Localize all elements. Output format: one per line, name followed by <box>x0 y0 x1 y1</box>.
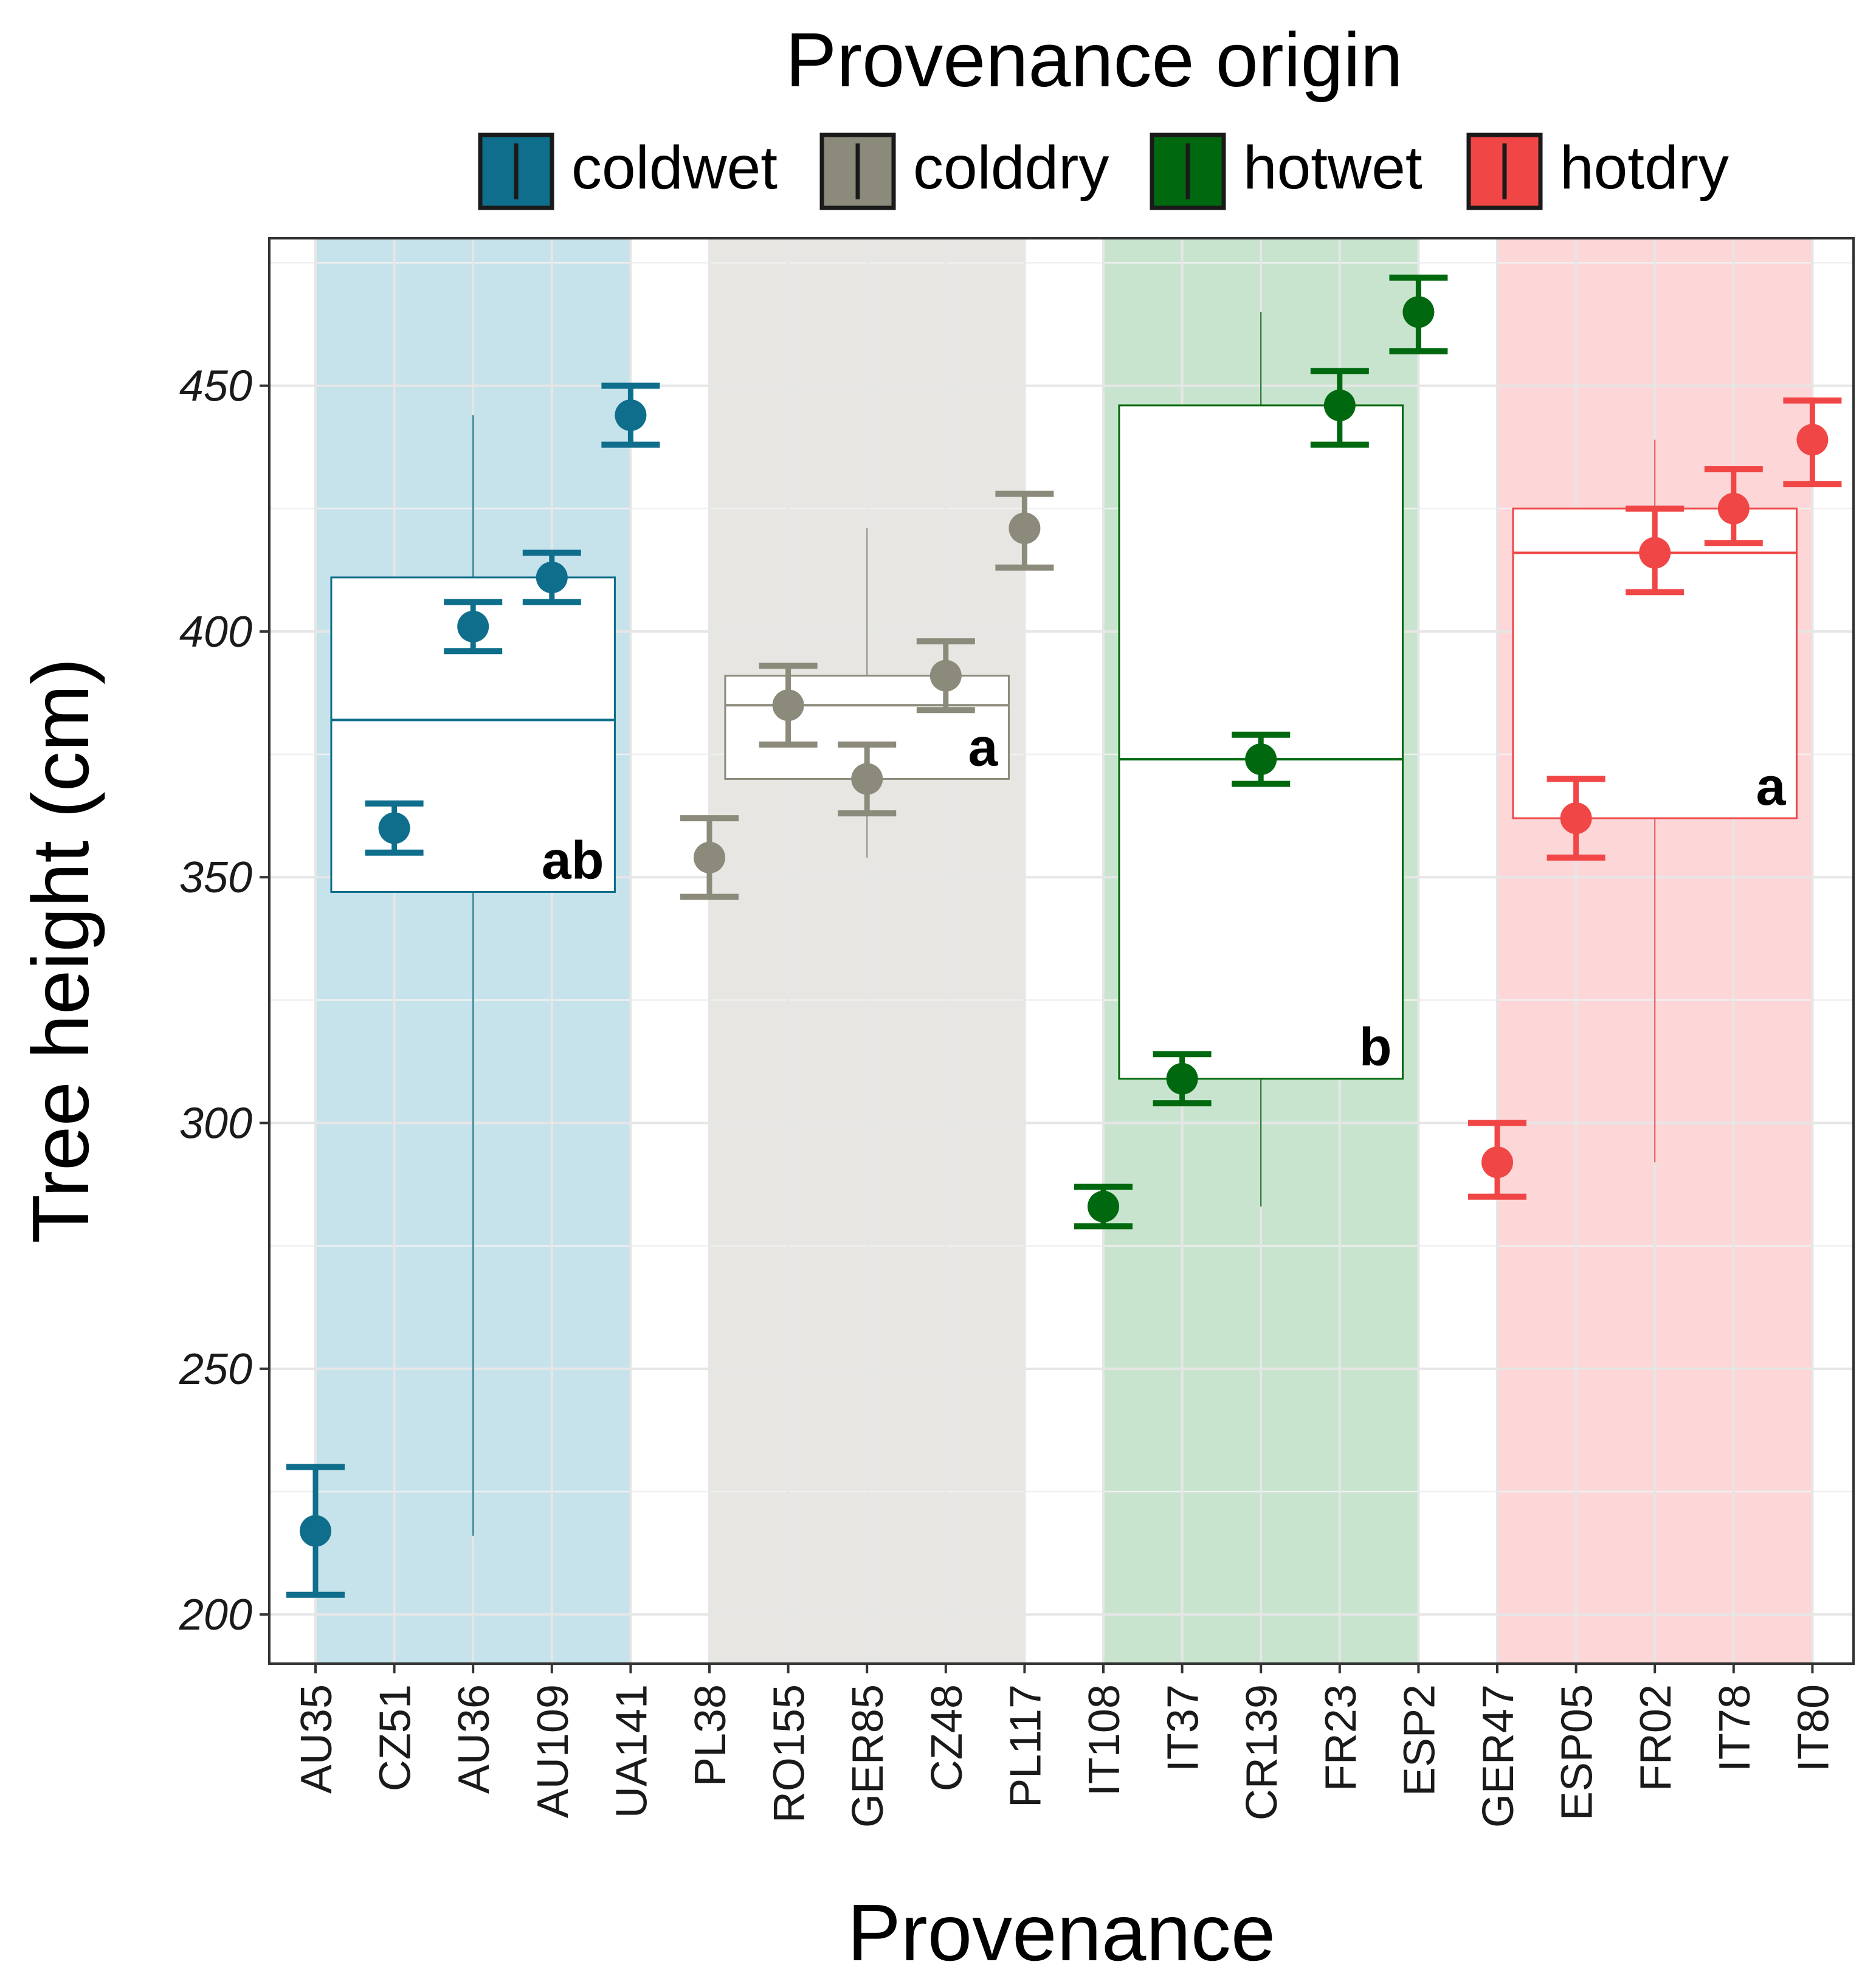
x-tick-label-GER85: GER85 <box>844 1684 892 1828</box>
point-FR23 <box>1310 368 1369 448</box>
mean-point <box>615 399 647 432</box>
point-IT37 <box>1153 1051 1212 1107</box>
point-ESP2 <box>1389 274 1448 354</box>
data-points <box>286 274 1842 1598</box>
legend-entries: coldwet colddry hotwet hotdry <box>478 133 1729 210</box>
mean-point <box>1088 1190 1119 1222</box>
y-axis-title: Tree height (cm) <box>16 658 105 1243</box>
x-tick-label-FR23: FR23 <box>1317 1684 1365 1791</box>
x-tick-label-CZ48: CZ48 <box>923 1684 971 1791</box>
legend: Provenance origin coldwet colddry hotwet ho… <box>478 17 1729 210</box>
mean-point <box>929 659 962 692</box>
legend-entry-hotdry: hotdry <box>1466 133 1729 210</box>
point-AU109 <box>522 549 581 605</box>
mean-point <box>1717 492 1750 525</box>
y-tick-label-350: 350 <box>179 853 252 902</box>
mean-point <box>1402 296 1435 328</box>
group-bands <box>269 238 1854 1664</box>
x-tick-label-PL38: PL38 <box>686 1684 735 1786</box>
point-PL117 <box>995 491 1054 571</box>
x-tick-label-IT37: IT37 <box>1159 1684 1208 1772</box>
point-AU36 <box>444 599 503 655</box>
group-letter-hotwet: b <box>1359 1017 1392 1077</box>
mean-point <box>300 1515 331 1547</box>
point-RO155 <box>759 663 818 748</box>
point-ESP05 <box>1547 776 1605 861</box>
point-UA141 <box>601 382 660 448</box>
point-IT80 <box>1783 397 1842 487</box>
legend-entry-hotwet: hotwet <box>1150 133 1423 210</box>
point-CR139 <box>1232 731 1291 787</box>
x-tick-label-ESP05: ESP05 <box>1553 1684 1602 1820</box>
point-FR02 <box>1626 505 1685 596</box>
legend-entry-colddry: colddry <box>819 133 1109 210</box>
point-CZ48 <box>916 638 975 714</box>
point-IT78 <box>1704 466 1763 546</box>
y-tick-label-300: 300 <box>179 1100 252 1148</box>
x-axis-title: Provenance <box>847 1888 1275 1977</box>
legend-label-hotwet: hotwet <box>1243 134 1423 202</box>
axes: 200 250 300 350 400 450 AU35 CZ51 AU36 AU109 UA141… <box>179 362 1838 1828</box>
group-letter-coldwet: ab <box>542 830 604 890</box>
panel-border <box>268 237 1855 1665</box>
x-tick-label-CZ51: CZ51 <box>371 1684 420 1791</box>
x-tick-label-AU35: AU35 <box>292 1684 341 1794</box>
x-tick-label-ESP2: ESP2 <box>1395 1684 1444 1796</box>
mean-point <box>851 763 883 795</box>
point-AU35 <box>286 1464 345 1598</box>
y-tick-label-400: 400 <box>179 608 252 656</box>
x-tick-label-RO155: RO155 <box>765 1684 814 1823</box>
legend-entry-coldwet: coldwet <box>478 133 778 210</box>
x-tick-label-UA141: UA141 <box>607 1684 656 1818</box>
mean-point <box>536 561 568 593</box>
mean-point <box>1009 512 1041 545</box>
mean-point <box>378 812 410 844</box>
mean-point <box>1481 1146 1513 1179</box>
mean-point <box>772 689 804 721</box>
legend-title: Provenance origin <box>785 17 1403 103</box>
x-tick-label-AU109: AU109 <box>529 1684 578 1818</box>
y-tick-label-450: 450 <box>179 362 252 411</box>
point-GER85 <box>838 741 897 817</box>
mean-point <box>1323 389 1356 421</box>
legend-label-hotdry: hotdry <box>1560 134 1729 202</box>
mean-point <box>1245 743 1277 776</box>
point-PL38 <box>680 815 739 900</box>
mean-point <box>1796 424 1829 456</box>
point-IT108 <box>1074 1183 1133 1230</box>
point-GER47 <box>1468 1120 1526 1200</box>
mean-point <box>694 841 725 873</box>
mean-point <box>1560 802 1592 835</box>
x-tick-label-AU36: AU36 <box>450 1684 498 1794</box>
group-letter-hotdry: a <box>1756 756 1787 816</box>
x-tick-label-IT80: IT80 <box>1789 1684 1838 1772</box>
y-tick-label-250: 250 <box>179 1345 252 1394</box>
y-tick-label-200: 200 <box>179 1591 252 1639</box>
group-letter-colddry: a <box>968 717 999 777</box>
x-tick-label-IT108: IT108 <box>1080 1684 1129 1796</box>
mean-point <box>1166 1062 1198 1095</box>
grid-lines <box>269 238 1854 1664</box>
point-CZ51 <box>365 800 424 856</box>
mean-point <box>1639 537 1671 569</box>
x-tick-label-CR139: CR139 <box>1238 1684 1286 1820</box>
mean-point <box>457 610 489 642</box>
legend-label-colddry: colddry <box>913 134 1109 202</box>
legend-label-coldwet: coldwet <box>571 134 778 202</box>
x-tick-label-PL117: PL117 <box>1001 1684 1050 1808</box>
x-tick-label-FR02: FR02 <box>1632 1684 1680 1791</box>
x-tick-label-GER47: GER47 <box>1474 1684 1523 1828</box>
x-tick-label-IT78: IT78 <box>1711 1684 1759 1772</box>
